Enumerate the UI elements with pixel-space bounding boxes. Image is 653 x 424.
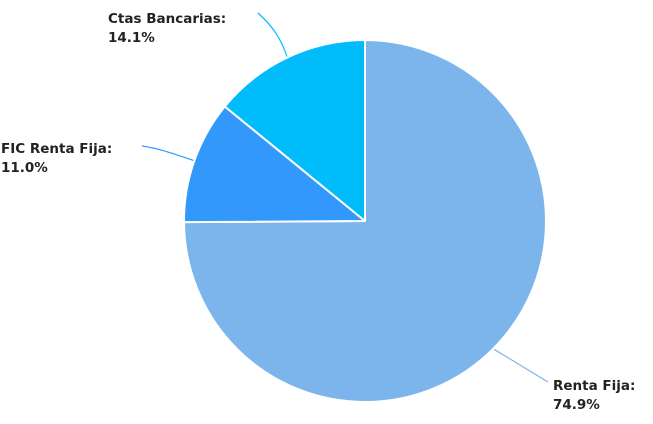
pie-slice-renta-fija[interactable] [183,39,547,403]
pie-slice-ctas-bancarias[interactable] [223,39,366,222]
data-label-value-ctas-bancarias: 14.1% [108,30,155,46]
leader-line-fic-renta-fija [141,145,194,161]
leader-line-ctas-bancarias [257,12,288,57]
pie-slice-fic-renta-fija[interactable] [182,105,366,224]
data-label-value-fic-renta-fija: 11.0% [1,160,48,176]
data-label-name-fic-renta-fija: FIC Renta Fija: [1,141,112,157]
data-label-value-renta-fija: 74.9% [553,397,600,413]
leader-line-renta-fija [493,348,549,383]
leader-lines [141,12,549,383]
data-label-name-ctas-bancarias: Ctas Bancarias: [108,11,226,27]
data-labels: Renta Fija: 74.9% FIC Renta Fija: 11.0% Ctas… [1,11,635,413]
data-label-name-renta-fija: Renta Fija: [553,378,635,394]
pie-slices [182,39,547,403]
